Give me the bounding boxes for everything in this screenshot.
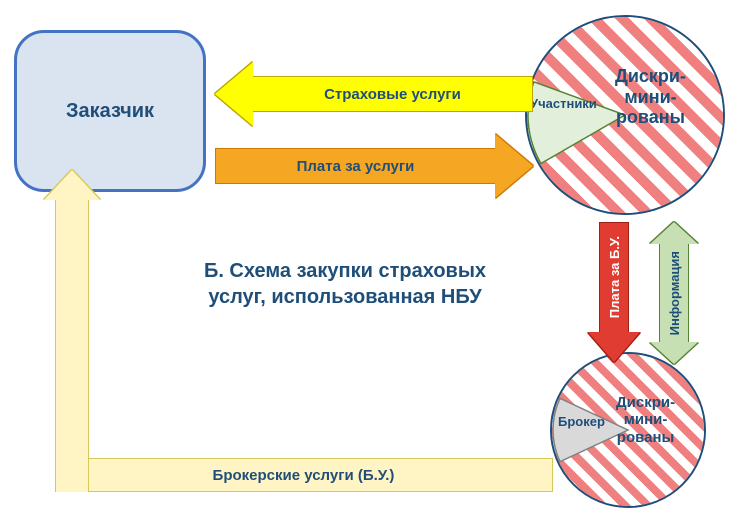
participants-wedge-label: Участники [530,96,597,111]
customer-node: Заказчик [14,30,206,192]
customer-label: Заказчик [66,100,154,123]
arrow-shaft: Плата за Б.У. [599,222,629,332]
arrow-head-down [650,342,698,364]
arrow-horizontal-segment: Брокерские услуги (Б.У.) [55,458,553,492]
broker-wedge-label: Брокер [558,414,605,429]
arrow-label: Страховые услуги [324,86,461,103]
arrow-payment: Плата за услуги [215,134,533,198]
arrow-information: Информация [650,222,698,364]
arrow-pay-bu: Плата за Б.У. [588,222,640,362]
arrow-head [215,62,253,126]
arrow-label: Брокерские услуги (Б.У.) [213,467,395,484]
arrow-head [588,332,640,362]
arrow-head [44,170,100,200]
arrow-shaft: Плата за услуги [215,148,495,184]
arrow-head [495,134,533,198]
arrow-joint [57,460,88,491]
discriminated-label-top: Дискри-мини-рованы [615,66,686,128]
arrow-shaft: Информация [659,244,689,342]
arrow-label: Информация [667,251,682,335]
arrow-insurance-services: Страховые услуги [215,62,533,126]
arrow-label: Плата за Б.У. [607,236,622,318]
arrow-label: Плата за услуги [297,158,415,175]
diagram-stage: { "canvas": { "width": 748, "height": 52… [0,0,748,524]
diagram-title: Б. Схема закупки страховыхуслуг, использ… [175,258,515,310]
arrow-vertical-segment [55,200,89,492]
arrow-shaft: Страховые услуги [253,76,533,112]
discriminated-label-bottom: Дискри-мини-рованы [616,394,675,446]
arrow-head-up [650,222,698,244]
